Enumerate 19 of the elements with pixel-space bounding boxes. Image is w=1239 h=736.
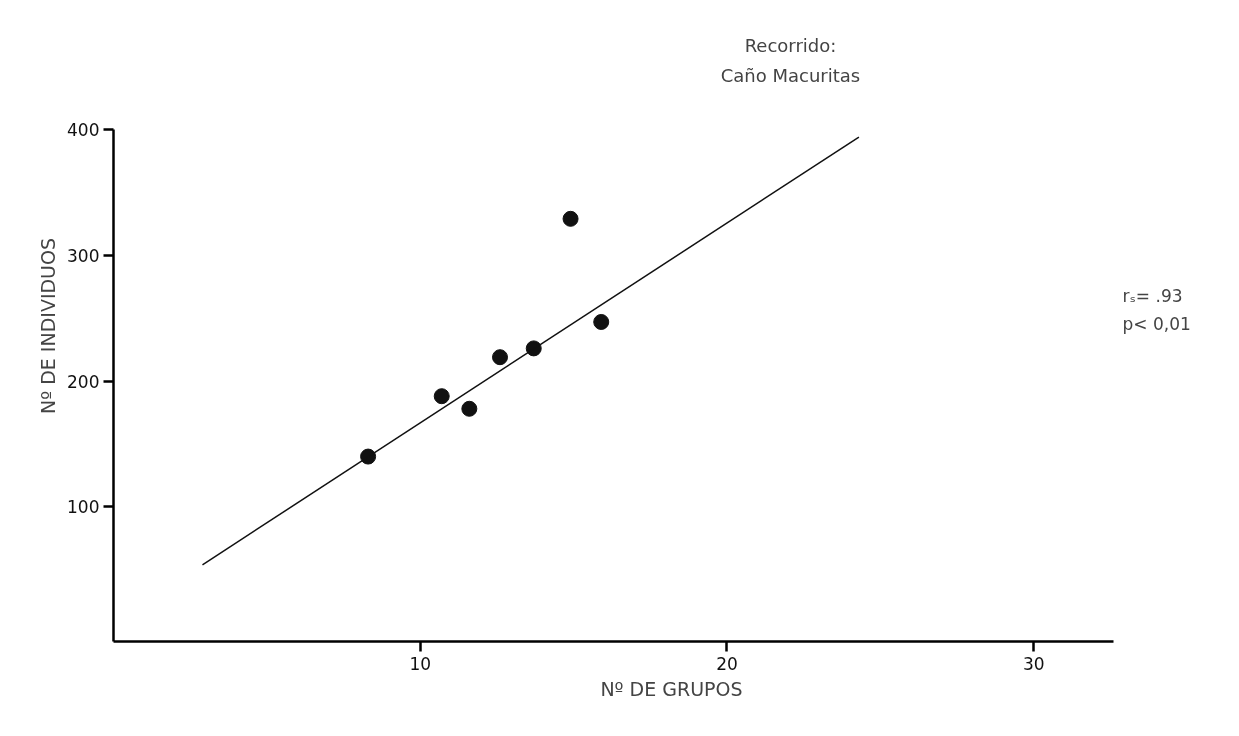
chart-title: Recorrido:: [744, 35, 837, 56]
point: [360, 448, 377, 465]
point: [593, 313, 610, 330]
chart-subtitle: Caño Macuritas: [720, 65, 861, 86]
y-axis-title: Nº DE INDIVIDUOS: [37, 237, 60, 415]
y-tick-label: 200: [67, 371, 100, 392]
text: p< 0,01: [1122, 313, 1191, 334]
y-tick-label: 400: [67, 120, 100, 140]
text: rₛ= .93: [1122, 285, 1183, 306]
point: [492, 349, 508, 366]
point: [433, 388, 450, 405]
x-axis-title: Nº DE GRUPOS: [600, 677, 743, 700]
point: [461, 400, 478, 417]
y-tick-label: 100: [67, 497, 100, 518]
point: [562, 210, 579, 227]
y-tick-label: 300: [67, 245, 100, 266]
x-tick-label: 20: [716, 653, 738, 674]
x-tick-label: 30: [1022, 653, 1045, 674]
x-tick-label: 10: [409, 653, 432, 674]
